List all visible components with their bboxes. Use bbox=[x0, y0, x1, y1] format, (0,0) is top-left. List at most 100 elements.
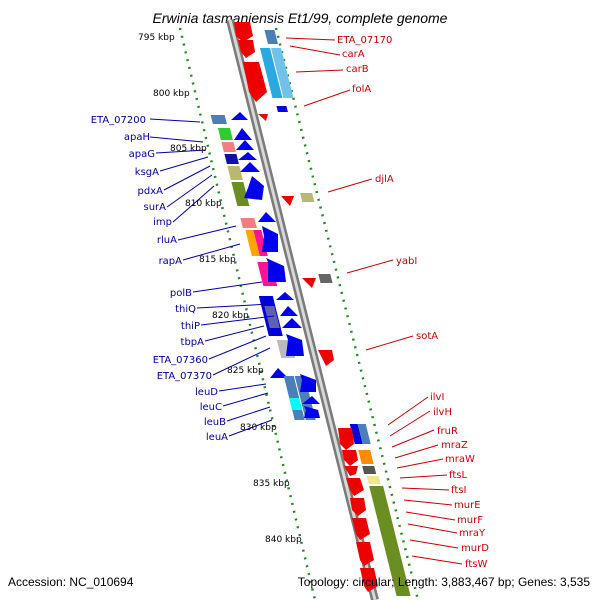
tick-label: 830 kbp bbox=[240, 423, 277, 433]
yabI-arrow bbox=[302, 278, 316, 288]
gene-label: leuA bbox=[206, 432, 228, 443]
djlA-box bbox=[300, 193, 315, 202]
gene-label: ETA_07370 bbox=[157, 371, 212, 382]
gene-label: folA bbox=[352, 84, 371, 95]
forward-arrow bbox=[238, 152, 257, 160]
map-title: Erwinia tasmaniensis Et1/99, complete ge… bbox=[152, 10, 448, 26]
gene-label: ETA_07170 bbox=[337, 35, 392, 46]
gene-label: mraY bbox=[459, 528, 486, 539]
cog-box bbox=[227, 166, 243, 180]
tick-label: 805 kbp bbox=[170, 144, 207, 154]
gene-label: murF bbox=[457, 515, 483, 526]
reverse-arrow bbox=[356, 542, 374, 566]
forward-gene-labels: ETA_07200 apaH apaG ksgA pdxA surA imp r… bbox=[91, 115, 228, 443]
forward-arrow bbox=[270, 368, 288, 378]
forward-leader-lines bbox=[149, 118, 275, 437]
cog-box bbox=[366, 476, 381, 484]
gene-label: surA bbox=[144, 202, 167, 213]
gene-label: ftsI bbox=[451, 485, 466, 496]
cog-box bbox=[210, 115, 227, 124]
cog-box bbox=[240, 218, 257, 228]
tick-label: 815 kbp bbox=[199, 255, 236, 265]
gene-block-apaH bbox=[210, 112, 264, 206]
reverse-arrow bbox=[342, 450, 358, 466]
forward-arrow bbox=[286, 334, 304, 356]
tick-label: 800 kbp bbox=[153, 89, 190, 99]
reverse-arrow bbox=[360, 568, 378, 592]
reverse-leader-lines bbox=[285, 37, 463, 565]
gene-label: sotA bbox=[416, 331, 438, 342]
gene-label: carA bbox=[342, 49, 365, 60]
accession-text: Accession: NC_010694 bbox=[8, 575, 134, 589]
gene-label: mraZ bbox=[441, 440, 468, 451]
right-axis-dotted-line bbox=[274, 27, 420, 600]
gene-label: murE bbox=[454, 500, 481, 511]
reverse-arrow bbox=[338, 428, 354, 450]
tick-label: 820 kbp bbox=[212, 311, 249, 321]
cog-box bbox=[369, 486, 411, 596]
gene-label: apaH bbox=[124, 132, 150, 143]
gene-label: rluA bbox=[157, 235, 177, 246]
genome-info-text: Topology: circular; Length: 3,883,467 bp… bbox=[297, 575, 590, 589]
cog-box bbox=[217, 128, 233, 140]
cog-box bbox=[221, 142, 236, 152]
cog-box bbox=[264, 30, 278, 44]
reverse-arrow bbox=[344, 466, 358, 476]
gene-label: ftsL bbox=[449, 470, 467, 481]
forward-arrow bbox=[244, 176, 264, 200]
tick-label: 835 kbp bbox=[253, 479, 290, 489]
gene-label: apaG bbox=[129, 149, 155, 160]
reverse-gene-labels: ETA_07170 carA carB folA djlA yabI sotA … bbox=[337, 35, 489, 570]
forward-arrow bbox=[266, 258, 286, 282]
gene-block-car bbox=[234, 22, 294, 102]
left-axis-dotted-line bbox=[178, 27, 317, 600]
gene-label: thiQ bbox=[175, 304, 196, 315]
gene-label: mraW bbox=[445, 454, 475, 465]
forward-arrow bbox=[280, 306, 298, 316]
reverse-arrow bbox=[238, 40, 255, 58]
gene-label: djlA bbox=[375, 174, 394, 185]
reverse-arrow bbox=[243, 62, 267, 102]
gene-block-mra bbox=[338, 424, 411, 596]
forward-arrow bbox=[302, 396, 320, 404]
reverse-arrow bbox=[350, 498, 366, 516]
tick-label: 810 kbp bbox=[185, 199, 222, 209]
gene-label: leuD bbox=[195, 387, 218, 398]
gene-label: leuB bbox=[204, 417, 226, 428]
cog-box bbox=[259, 48, 283, 98]
cog-box bbox=[231, 182, 250, 206]
forward-arrow bbox=[276, 292, 294, 300]
gene-label: ftsW bbox=[465, 559, 487, 570]
djlA-arrow bbox=[281, 196, 294, 206]
cog-box bbox=[270, 48, 294, 98]
gene-block-leu bbox=[270, 368, 320, 420]
forward-arrow bbox=[304, 406, 320, 418]
gene-label: pdxA bbox=[138, 186, 164, 197]
forward-arrow bbox=[300, 374, 316, 392]
tick-label: 795 kbp bbox=[138, 33, 175, 43]
cog-box bbox=[349, 424, 363, 444]
forward-arrow bbox=[258, 212, 276, 222]
gene-label: ksgA bbox=[135, 167, 159, 178]
forward-arrow bbox=[240, 162, 260, 172]
yabI-box bbox=[318, 274, 333, 283]
reverse-arrow bbox=[352, 518, 370, 540]
forward-arrow bbox=[282, 318, 302, 328]
tick-label: 825 kbp bbox=[227, 366, 264, 376]
gene-label: leuC bbox=[200, 402, 222, 413]
gene-label: fruR bbox=[437, 426, 458, 437]
forward-arrow bbox=[262, 226, 278, 252]
backbone bbox=[228, 19, 377, 600]
sotA-arrow bbox=[318, 350, 334, 366]
gene-label: ilvH bbox=[433, 407, 452, 418]
gene-label: imp bbox=[153, 217, 172, 228]
gene-label: polB bbox=[170, 288, 192, 299]
cog-box bbox=[264, 306, 280, 328]
folA-arrow bbox=[258, 114, 268, 121]
gene-label: rapA bbox=[159, 256, 183, 267]
cog-box bbox=[357, 424, 371, 444]
gene-block-rapA bbox=[240, 212, 286, 286]
gene-label: ETA_07360 bbox=[153, 355, 208, 366]
tick-label: 840 kbp bbox=[265, 535, 302, 545]
